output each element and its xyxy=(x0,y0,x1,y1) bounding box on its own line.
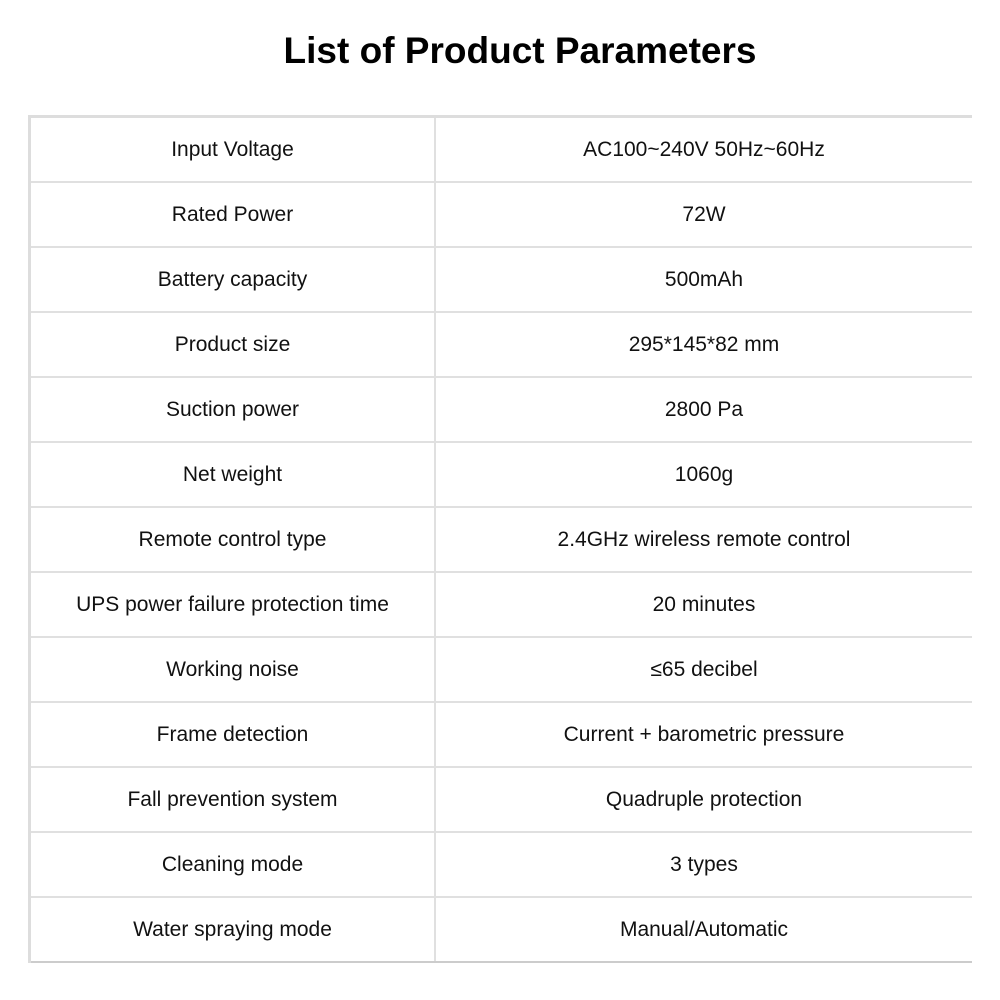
table-row: Input Voltage AC100~240V 50Hz~60Hz xyxy=(29,116,972,183)
table-row: Frame detection Current + barometric pres… xyxy=(29,702,972,768)
parameter-label: Input Voltage xyxy=(29,116,436,183)
parameter-label: Cleaning mode xyxy=(29,832,436,898)
parameter-value: ≤65 decibel xyxy=(435,637,972,703)
parameter-label: Suction power xyxy=(29,377,436,443)
table-row: Rated Power 72W xyxy=(29,182,972,248)
parameter-value: Quadruple protection xyxy=(435,767,972,833)
table-row: Battery capacity 500mAh xyxy=(29,247,972,313)
parameters-table: Input Voltage AC100~240V 50Hz~60Hz Rated P… xyxy=(28,115,972,963)
parameter-label: Water spraying mode xyxy=(29,897,436,963)
table-row: Product size 295*145*82 mm xyxy=(29,312,972,378)
table-row: Suction power 2800 Pa xyxy=(29,377,972,443)
table-row: UPS power failure protection time 20 minu… xyxy=(29,572,972,638)
parameter-value: 20 minutes xyxy=(435,572,972,638)
parameter-value: Current + barometric pressure xyxy=(435,702,972,768)
table-row: Fall prevention system Quadruple protecti… xyxy=(29,767,972,833)
parameter-value: 1060g xyxy=(435,442,972,508)
parameter-label: Product size xyxy=(29,312,436,378)
parameter-label: Frame detection xyxy=(29,702,436,768)
parameter-label: Battery capacity xyxy=(29,247,436,313)
parameter-value: Manual/Automatic xyxy=(435,897,972,963)
table-row: Net weight 1060g xyxy=(29,442,972,508)
table-row: Working noise ≤65 decibel xyxy=(29,637,972,703)
parameter-label: Rated Power xyxy=(29,182,436,248)
parameter-value: 500mAh xyxy=(435,247,972,313)
page-title: List of Product Parameters xyxy=(283,30,757,71)
parameter-value: AC100~240V 50Hz~60Hz xyxy=(435,116,972,183)
parameter-label: Fall prevention system xyxy=(29,767,436,833)
table-row: Water spraying mode Manual/Automatic xyxy=(29,897,972,963)
table-row: Remote control type 2.4GHz wireless remot… xyxy=(29,507,972,573)
parameter-value: 295*145*82 mm xyxy=(435,312,972,378)
parameter-value: 3 types xyxy=(435,832,972,898)
parameter-label: Remote control type xyxy=(29,507,436,573)
parameter-value: 72W xyxy=(435,182,972,248)
parameter-label: Net weight xyxy=(29,442,436,508)
parameter-label: UPS power failure protection time xyxy=(29,572,436,638)
parameter-label: Working noise xyxy=(29,637,436,703)
parameter-value: 2800 Pa xyxy=(435,377,972,443)
parameter-value: 2.4GHz wireless remote control xyxy=(435,507,972,573)
table-row: Cleaning mode 3 types xyxy=(29,832,972,898)
